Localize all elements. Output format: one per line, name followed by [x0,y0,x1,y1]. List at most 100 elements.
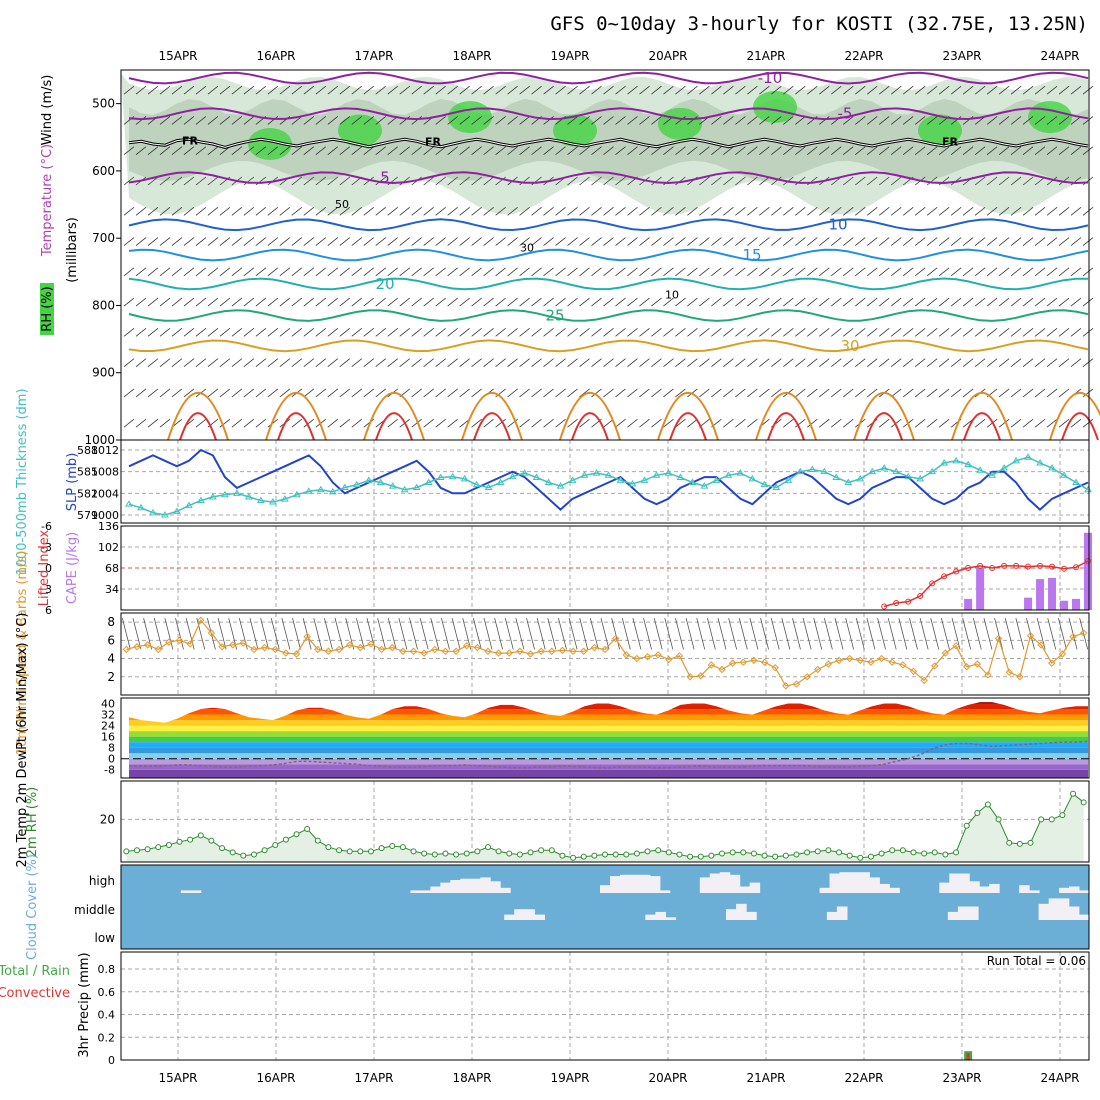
wind-barb [423,206,434,216]
wind-speed-marker [888,658,896,666]
wind-barb [998,297,1010,307]
wind-barb [195,267,207,277]
wind-barb [651,237,662,246]
wind-barb [267,358,279,367]
wind-barb [878,146,890,156]
wind-barb [639,116,650,125]
wind-barb [375,267,386,277]
date-label-top: 17APR [354,49,393,63]
rh-high-patch [553,114,597,147]
cloud-cell [649,876,661,893]
wind-barb [447,146,458,156]
rh2m-marker [623,851,630,858]
thickness-marker [304,487,313,494]
thickness-marker [688,478,697,485]
ylabel-precip: 3hr Precip (mm) [77,952,92,1057]
wind-speed-line [126,619,1084,687]
warm-contour [461,392,523,441]
wind-barb [603,267,614,277]
temp-tick-label: -8 [104,764,115,777]
wind-barb [603,146,614,156]
wind-barb [1070,267,1082,277]
cloud-cell [719,872,731,893]
wind-barb [519,328,530,337]
thickness-marker [376,478,385,485]
wind-barb [459,267,470,277]
wind-barb [495,206,506,216]
cloud-cell [889,887,900,893]
wind-barb [998,146,1010,156]
wind-barb [759,116,770,125]
cloud-cell [659,890,671,893]
wind-barb [759,206,770,216]
wind-barb [123,418,135,428]
wind-barb [675,176,686,186]
wind-barb [819,116,830,125]
wind-barb [519,388,530,398]
wind-barb [399,237,410,246]
wind-barb [303,85,315,95]
wind-barb [531,206,542,216]
wind-barb [759,388,770,398]
wind-barb [615,176,626,186]
isotherm-line [128,309,1089,322]
rh2m-marker [229,849,236,856]
wind-barb [363,358,374,367]
wind-barb [627,146,638,156]
cape-tick-label: 68 [105,562,119,575]
wind-barb [878,176,890,186]
wind-barb [866,297,878,307]
wind-barb [591,297,602,307]
wind-barb [771,297,782,307]
wind-barb-10m [696,618,706,650]
wind-barb [159,176,171,186]
wind-barb-10m [164,618,174,650]
wind-barb [255,388,267,398]
wind-barb [890,418,902,428]
date-label-top: 19APR [550,49,589,63]
thickness-marker [964,460,973,467]
cape-bar [1060,600,1069,610]
wind-barb [950,388,962,398]
thickness-marker [748,474,757,482]
wind-barb [219,146,231,156]
wind-barb [795,116,806,125]
wind-barb [447,358,458,367]
wind-barb [711,206,722,216]
isotherm-line [128,277,1089,291]
wind-barb [1058,206,1070,216]
precip-panel: Run Total = 0.06 0 0.2 0.4 0.6 0.8 Total / Rai… [0,951,1090,1067]
wind-barb [303,206,315,216]
wind-barb [543,206,554,216]
wind-barb [938,358,950,367]
wind-barb [555,328,566,337]
cloud-cell [460,878,471,893]
thickness-marker [1000,464,1008,471]
wind-barb [243,328,255,337]
rh-contour-label: 10 [665,289,679,302]
wind-barb [974,85,986,95]
wind-barb [399,85,410,95]
wind-speed-marker [867,658,875,666]
wind-barb [591,237,602,246]
wind-barb [1070,418,1082,428]
wind-barb [843,358,854,367]
rh2m-marker [676,851,683,858]
cloud-cell [836,906,848,920]
wind-barb [986,267,998,277]
wind-barb [1022,237,1034,246]
wind-barb [459,237,470,246]
wind-barb [495,116,506,125]
wind-barb [783,116,794,125]
wind-barb [579,116,590,125]
isotherm-line [128,339,1089,353]
cloud-cell [655,911,666,920]
wind-barb [1034,116,1046,125]
wind-barb [651,146,662,156]
wind-speed-marker [824,660,833,668]
rh2m-marker [836,849,843,856]
wind-barb [471,85,482,95]
wind-barb [231,418,243,428]
wind-barb-10m [792,618,801,650]
cloud-cell [957,906,969,920]
